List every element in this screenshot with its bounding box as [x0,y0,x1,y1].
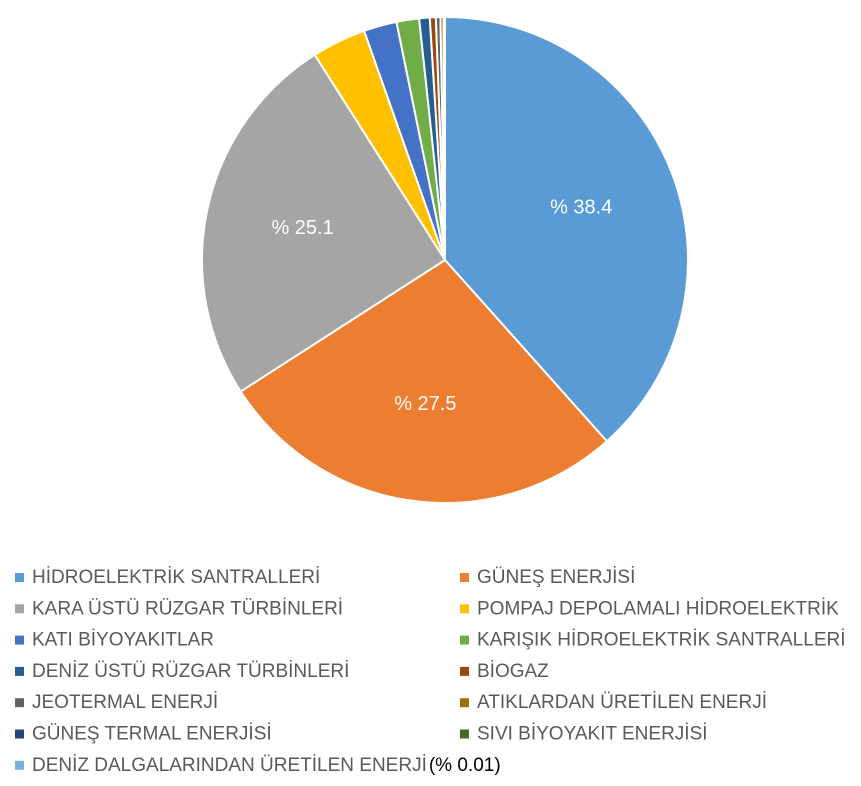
slice-label: % 38.4 [550,196,612,218]
legend-label: POMPAJ DEPOLAMALI HİDROELEKTRİK [477,598,839,619]
legend-label: KARIŞIK HİDROELEKTRİK SANTRALLERİ [477,630,846,651]
legend-marker [15,636,24,645]
legend-marker [460,667,469,676]
legend-label: BİOGAZ [477,661,549,682]
legend-label: GÜNEŞ TERMAL ENERJİSİ [32,724,272,745]
legend-marker [15,604,24,613]
legend-label: DENİZ DALGALARINDAN ÜRETİLEN ENERJİ [32,755,427,776]
slice-label: % 25.1 [271,217,333,239]
legend-marker [460,636,469,645]
legend-marker [15,761,24,770]
legend-marker [15,730,24,739]
legend-marker [15,698,24,707]
slice-label: % 27.5 [394,393,456,415]
value-label: (% 0.01) [429,755,501,776]
legend-label: KARA ÜSTÜ RÜZGAR TÜRBİNLERİ [32,598,343,619]
legend-marker [15,667,24,676]
legend-marker [460,573,469,582]
legend-label: HİDROELEKTRİK SANTRALLERİ [32,567,320,588]
legend-label: GÜNEŞ ENERJİSİ [477,567,635,588]
legend-label: JEOTERMAL ENERJİ [32,692,218,713]
legend-label: ATIKLARDAN ÜRETİLEN ENERJİ [477,692,767,713]
legend-label: SIVI BİYOYAKIT ENERJİSİ [477,724,708,745]
legend-marker [15,573,24,582]
legend-marker [460,604,469,613]
legend-label: DENİZ ÜSTÜ RÜZGAR TÜRBİNLERİ [32,661,349,682]
legend-label: KATI BİYOYAKITLAR [32,630,214,651]
legend-marker [460,730,469,739]
legend-marker [460,698,469,707]
